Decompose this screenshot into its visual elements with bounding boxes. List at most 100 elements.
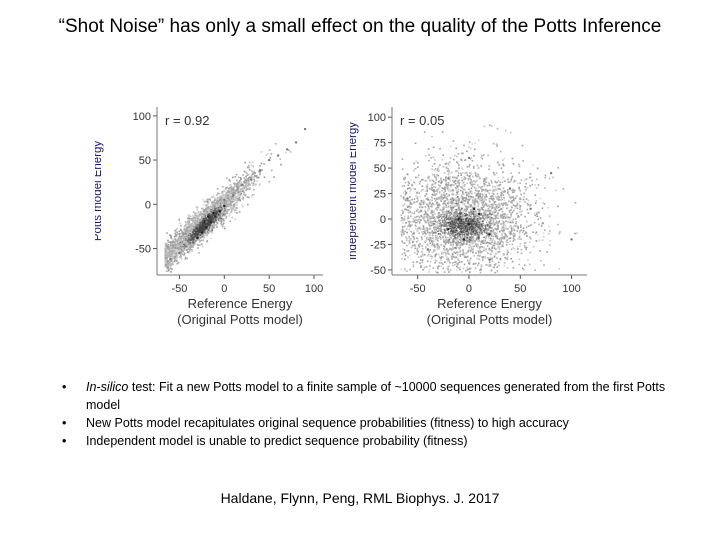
scatter-point [175,242,178,245]
scatter-point [223,208,226,211]
scatter-point [549,240,552,242]
scatter-point [184,236,186,239]
scatter-point [527,199,530,202]
scatter-point [501,235,503,237]
scatter-point [232,206,234,209]
scatter-point [445,166,448,169]
scatter-point [245,171,247,174]
scatter-point [207,207,210,210]
scatter-point [439,147,441,150]
scatter-point [170,271,172,273]
scatter-point [222,223,224,226]
scatter-core-point [202,218,205,220]
scatter-point [185,227,188,229]
scatter-point [456,203,458,206]
scatter-point [209,230,212,233]
scatter-point [448,184,451,186]
scatter-point [404,230,406,233]
scatter-point [188,219,190,221]
scatter-point [485,250,487,252]
scatter-core-point [198,233,200,235]
scatter-point [200,212,203,215]
scatter-point [465,252,468,254]
scatter-point [494,215,497,217]
scatter-point [173,248,176,251]
scatter-point [519,230,521,232]
scatter-point [225,203,228,205]
scatter-core-point [200,224,202,227]
data-point [214,207,217,210]
scatter-point [224,211,227,214]
scatter-point [525,226,528,229]
scatter-point [444,223,447,225]
scatter-point [166,253,168,255]
scatter-point [242,205,244,208]
scatter-point [446,188,449,190]
scatter-core-point [199,223,202,225]
scatter-point [243,177,245,179]
scatter-point [437,187,440,190]
scatter-point [423,200,425,202]
scatter-point [198,213,201,216]
scatter-point [457,231,459,234]
scatter-point [481,154,483,157]
x-tick-label: 50 [263,283,275,295]
scatter-point [174,235,176,238]
scatter-point [413,198,416,200]
scatter-point [435,223,437,226]
scatter-point [486,177,488,179]
scatter-point [478,194,480,197]
scatter-point [170,267,172,269]
scatter-point [440,193,443,196]
scatter-point [512,196,514,198]
scatter-point [464,232,467,234]
scatter-point [478,240,481,242]
scatter-point [446,257,448,259]
scatter-point [470,257,472,260]
scatter-point [440,179,442,181]
scatter-point [238,211,241,213]
data-point [259,169,262,172]
scatter-point [169,252,171,255]
scatter-point [469,198,471,201]
scatter-core-point [200,222,202,224]
scatter-core-point [216,216,218,219]
scatter-point [415,241,418,243]
scatter-point [433,190,436,193]
scatter-point [241,204,243,206]
scatter-point [193,218,195,220]
scatter-point [511,206,513,209]
scatter-point [213,226,215,228]
scatter-core-point [219,202,222,204]
scatter-point [406,209,409,211]
scatter-point [437,230,440,232]
scatter-point [440,181,443,184]
scatter-core-point [193,236,195,239]
scatter-point [214,197,216,199]
scatter-point [173,256,176,258]
scatter-core-point [189,238,191,240]
scatter-point [232,176,234,179]
scatter-point [454,212,457,215]
scatter-point [482,201,485,203]
scatter-point [470,178,472,181]
data-point [203,220,206,224]
scatter-point [519,242,522,245]
scatter-point [172,241,175,243]
scatter-point [165,259,167,261]
scatter-point [229,180,231,182]
scatter-point [406,199,408,202]
scatter-point [486,229,488,232]
scatter-point [498,238,500,241]
scatter-point [225,200,228,203]
scatter-point [228,179,230,181]
scatter-point [529,224,532,226]
scatter-point [236,189,238,191]
scatter-point [452,201,454,203]
scatter-point [235,199,237,201]
scatter-point [451,248,453,251]
scatter-point [428,224,430,226]
scatter-point [426,249,429,252]
scatter-point [184,242,186,244]
scatter-core-point [211,214,213,216]
